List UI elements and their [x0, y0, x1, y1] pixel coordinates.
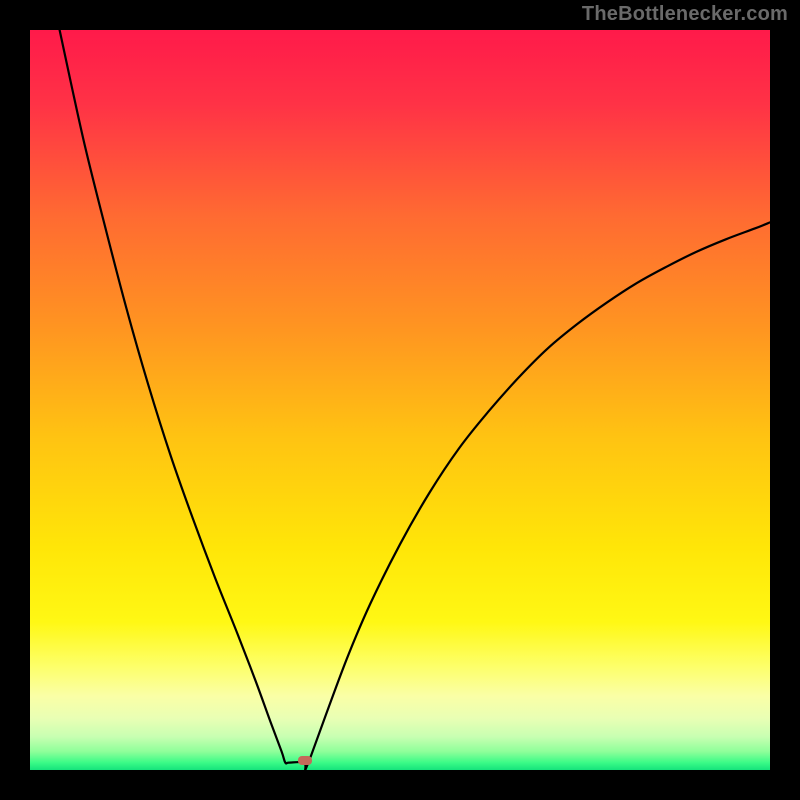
watermark-text: TheBottlenecker.com — [582, 3, 788, 26]
bottleneck-curve — [30, 30, 770, 770]
chart-frame: TheBottlenecker.com — [0, 0, 800, 800]
curve-right-branch — [305, 222, 770, 770]
optimum-marker — [298, 756, 312, 766]
curve-left-branch — [60, 30, 306, 770]
plot-area — [30, 30, 770, 770]
